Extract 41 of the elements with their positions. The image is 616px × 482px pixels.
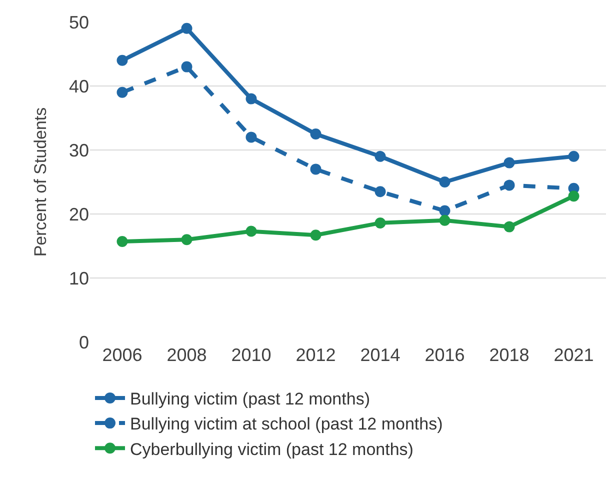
point bbox=[246, 93, 257, 104]
point bbox=[116, 54, 128, 66]
point bbox=[310, 230, 322, 241]
y-tick-label: 40 bbox=[68, 76, 89, 96]
point bbox=[374, 186, 386, 198]
x-tick-label: 2018 bbox=[489, 345, 530, 365]
legend-label: Bullying victim (past 12 months) bbox=[130, 390, 370, 409]
point bbox=[310, 164, 322, 175]
point bbox=[374, 150, 386, 162]
point bbox=[181, 234, 192, 246]
point bbox=[504, 180, 515, 191]
x-tick-label: 2006 bbox=[102, 345, 142, 365]
point bbox=[568, 150, 580, 162]
y-tick-label: 20 bbox=[68, 204, 89, 224]
legend-label: Bullying victim at school (past 12 months) bbox=[130, 414, 443, 434]
point bbox=[246, 132, 257, 143]
point bbox=[310, 128, 322, 140]
x-tick-label: 2010 bbox=[231, 345, 272, 365]
point bbox=[439, 205, 450, 216]
point bbox=[181, 22, 192, 34]
legend-label: Cyberbullying victim (past 12 months) bbox=[130, 440, 414, 459]
y-axis-title: Percent of Students bbox=[31, 107, 50, 257]
point bbox=[439, 176, 450, 188]
y-tick-label: 0 bbox=[78, 332, 89, 352]
point bbox=[246, 226, 257, 237]
x-tick-label: 2016 bbox=[424, 345, 465, 365]
x-tick-label: 2014 bbox=[360, 345, 400, 365]
x-tick-label: 2021 bbox=[554, 345, 594, 365]
point bbox=[439, 214, 450, 226]
point bbox=[568, 190, 580, 202]
y-tick-label: 30 bbox=[68, 140, 89, 160]
point bbox=[504, 157, 515, 168]
point bbox=[374, 217, 386, 228]
point bbox=[116, 86, 128, 98]
point bbox=[504, 221, 515, 232]
x-tick-label: 2008 bbox=[166, 345, 207, 365]
point bbox=[116, 236, 128, 248]
y-tick-label: 50 bbox=[68, 12, 89, 32]
y-tick-label: 10 bbox=[68, 268, 89, 288]
point bbox=[181, 61, 192, 72]
x-tick-label: 2012 bbox=[296, 345, 336, 365]
